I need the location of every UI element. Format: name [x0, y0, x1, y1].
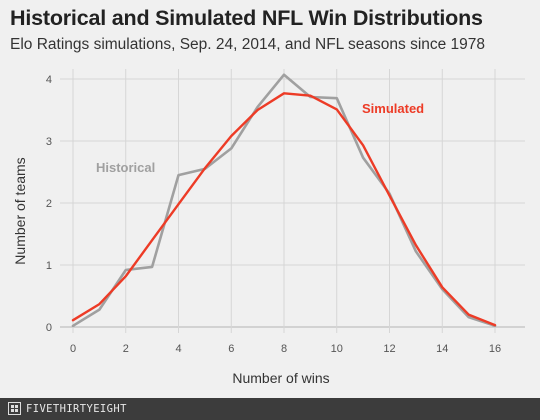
- x-tick-label: 2: [123, 343, 129, 355]
- y-axis-label: Number of teams: [12, 157, 28, 264]
- grid: [60, 69, 525, 333]
- y-tick-label: 0: [46, 322, 52, 334]
- footer-brand: FIVETHIRTYEIGHT: [26, 403, 127, 415]
- series-line-simulated: [71, 92, 497, 327]
- y-tick-label: 2: [46, 198, 52, 210]
- x-axis-label: Number of wins: [232, 370, 329, 386]
- series-labels: Historical Simulated: [96, 101, 424, 175]
- chart-title: Historical and Simulated NFL Win Distrib…: [10, 6, 483, 30]
- x-tick-label: 4: [175, 343, 181, 355]
- series-lines: [71, 73, 497, 328]
- y-tick-label: 3: [46, 136, 52, 148]
- x-tick-label: 8: [281, 343, 287, 355]
- series-line-historical: [71, 73, 497, 328]
- x-tick-labels: 0 2 4 6 8 10 12 14 16: [70, 343, 501, 355]
- y-tick-label: 4: [46, 74, 52, 86]
- y-tick-labels: 0 1 2 3 4: [46, 74, 52, 334]
- x-tick-label: 16: [489, 343, 501, 355]
- x-tick-label: 0: [70, 343, 76, 355]
- series-label-historical: Historical: [96, 160, 155, 175]
- x-tick-label: 10: [331, 343, 343, 355]
- series-label-simulated: Simulated: [362, 101, 424, 116]
- x-tick-label: 12: [383, 343, 395, 355]
- fivethirtyeight-logo-icon: [8, 402, 21, 415]
- chart-subtitle: Elo Ratings simulations, Sep. 24, 2014, …: [10, 36, 486, 53]
- x-tick-label: 6: [228, 343, 234, 355]
- y-tick-label: 1: [46, 260, 52, 272]
- footer-bar: FIVETHIRTYEIGHT: [0, 398, 540, 420]
- x-tick-label: 14: [436, 343, 448, 355]
